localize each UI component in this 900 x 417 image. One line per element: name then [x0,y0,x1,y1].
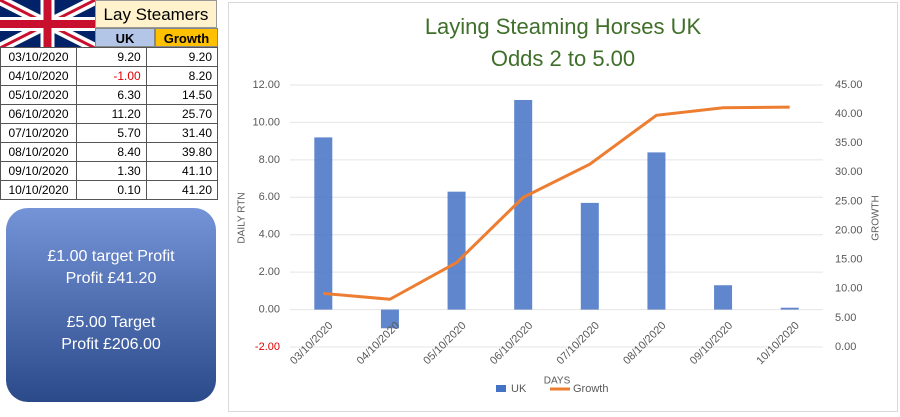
legend-label: UK [511,383,527,395]
column-header: UK [95,28,155,47]
table-cell: 31.40 [145,123,219,143]
legend-swatch [496,385,506,392]
table-title: Lay Steamers [95,0,217,28]
bar [580,202,599,310]
y2-tick-label: 35.00 [835,137,863,149]
y-tick-label: 10.00 [252,116,280,128]
bar [514,99,533,310]
y2-tick-label: 15.00 [835,254,863,266]
uk-flag [0,0,95,48]
bar [314,137,333,310]
y-axis-label: DAILY RTN [237,192,248,243]
table-cell: 0.10 [76,180,147,200]
y-tick-label: 12.00 [252,79,280,91]
callout-line: £1.00 target Profit [47,248,175,265]
y2-axis-label: GROWTH [871,195,882,241]
table-row: 08/10/2020 8.40 39.80 [0,142,219,162]
bar [780,307,799,310]
chart-subtitle: Odds 2 to 5.00 [491,46,635,71]
y-tick-label: 2.00 [259,266,280,278]
table-cell: 14.50 [145,85,219,105]
y-tick-label: -2.00 [255,341,280,353]
table-cell: 5.70 [76,123,147,143]
table-row: 09/10/2020 1.30 41.10 [0,161,219,181]
chart-title: Laying Steaming Horses UK [425,14,702,39]
y-tick-label: 8.00 [259,154,280,166]
table-row: 05/10/2020 6.30 14.50 [0,85,219,105]
column-header: Growth [155,28,218,47]
y2-tick-label: 5.00 [835,312,856,324]
y2-tick-label: 10.00 [835,283,863,295]
table-row: 07/10/2020 5.70 31.40 [0,123,219,143]
x-axis-label: DAYS [544,376,571,387]
table-cell: 09/10/2020 [0,161,77,181]
callout-line: Profit £41.20 [65,270,157,287]
profit-callout: £1.00 target Profit Profit £41.20 £5.00 … [6,208,216,402]
table-row: 03/10/2020 9.20 9.20 [0,47,219,67]
y2-tick-label: 20.00 [835,224,863,236]
table-cell: 05/10/2020 [0,85,77,105]
bar [447,191,466,310]
table-cell: 6.30 [76,85,147,105]
table-cell: 9.20 [145,47,219,67]
table-cell: 8.20 [145,66,219,86]
y-tick-label: 0.00 [259,303,280,315]
bar [647,152,666,310]
table-row: 04/10/2020 -1.00 8.20 [0,66,219,86]
table-cell: 08/10/2020 [0,142,77,162]
table-cell: 07/10/2020 [0,123,77,143]
callout-line: £5.00 Target [66,314,156,331]
table-cell: 9.20 [76,47,147,67]
table-cell: 8.40 [76,142,147,162]
table-cell: 11.20 [76,104,147,124]
line [323,105,790,301]
table-row: 06/10/2020 11.20 25.70 [0,104,219,124]
chart-frame [228,2,898,412]
table-cell: 41.20 [145,180,219,200]
y2-tick-label: 40.00 [835,108,863,120]
y2-tick-label: 45.00 [835,79,863,91]
y-tick-label: 6.00 [259,191,280,203]
table-cell: 04/10/2020 [0,66,77,86]
chart: Laying Steaming Horses UK Odds 2 to 5.00… [228,2,898,412]
table-row: 10/10/2020 0.10 41.20 [0,180,219,200]
legend-label: Growth [573,383,608,395]
table: 03/10/2020 9.20 9.20 04/10/2020 -1.00 8.20 05/… [0,47,219,200]
y2-tick-label: 25.00 [835,195,863,207]
y-tick-label: 4.00 [259,229,280,241]
table-cell: 25.70 [145,104,219,124]
table-cell: 1.30 [76,161,147,181]
y2-tick-label: 0.00 [835,341,856,353]
table-cell: 10/10/2020 [0,180,77,200]
bar [714,285,733,310]
table-cell: 03/10/2020 [0,47,77,67]
y2-tick-label: 30.00 [835,166,863,178]
table-cell: 41.10 [145,161,219,181]
table-cell: -1.00 [76,66,147,86]
table-cell: 06/10/2020 [0,104,77,124]
callout-line: Profit £206.00 [61,336,161,353]
table-cell: 39.80 [145,142,219,162]
bar [380,309,399,329]
